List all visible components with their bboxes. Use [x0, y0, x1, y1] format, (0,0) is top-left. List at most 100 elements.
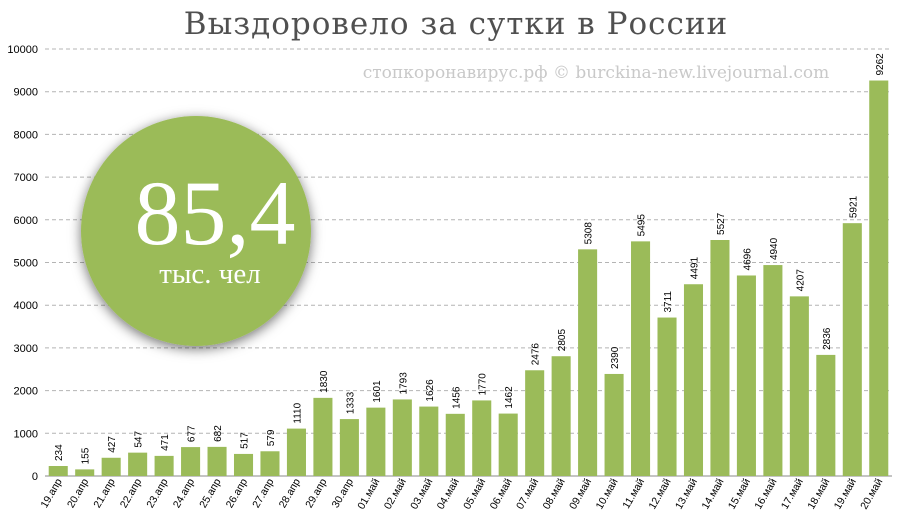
bar: [657, 317, 677, 476]
y-tick-label: 0: [32, 471, 38, 483]
x-tick-label: 09.май: [567, 476, 594, 511]
x-tick-label: 15.май: [726, 476, 753, 511]
data-label: 234: [54, 444, 65, 461]
x-tick-label: 14.май: [699, 476, 726, 511]
bar: [525, 370, 545, 476]
y-tick-label: 1000: [14, 428, 38, 440]
bar: [48, 466, 68, 476]
bar: [578, 249, 598, 476]
x-tick-label: 24.апр: [171, 476, 197, 510]
data-label: 5308: [584, 222, 595, 245]
badge-circle: [81, 116, 311, 346]
x-tick-label: 22.апр: [118, 476, 144, 510]
x-tick-label: 20.май: [858, 476, 885, 511]
x-tick-label: 04.май: [435, 476, 462, 511]
y-tick-label: 4000: [14, 300, 38, 312]
bar: [181, 447, 201, 476]
data-label: 5921: [848, 195, 859, 218]
bar: [842, 223, 862, 476]
data-label: 5527: [716, 212, 727, 235]
y-tick-label: 10000: [7, 44, 38, 56]
x-tick-label: 01.май: [355, 476, 382, 511]
bar: [128, 452, 148, 476]
bar: [101, 457, 121, 476]
y-tick-label: 7000: [14, 172, 38, 184]
bar: [789, 296, 809, 476]
bar: [763, 265, 783, 476]
data-label: 1830: [319, 370, 330, 393]
bar: [710, 239, 730, 476]
bar: [736, 275, 756, 476]
watermark: стопкоронавирус.рф © burckina-new.livejo…: [363, 63, 830, 83]
data-label: 517: [240, 432, 251, 449]
x-tick-label: 21.апр: [91, 476, 117, 510]
x-tick-label: 23.апр: [144, 476, 170, 510]
bar: [154, 455, 174, 476]
bar: [683, 284, 704, 476]
x-tick-label: 11.май: [620, 476, 647, 510]
x-tick-label: 28.апр: [277, 476, 303, 510]
badge-value: 85,4: [135, 162, 296, 264]
y-tick-label: 9000: [14, 87, 38, 99]
data-label: 155: [81, 447, 92, 464]
data-label: 1462: [504, 386, 515, 409]
total-badge: 85,4 тыс. чел: [81, 116, 311, 346]
x-tick-label: 19.апр: [38, 476, 64, 510]
x-tick-label: 13.май: [673, 476, 700, 511]
bar: [75, 469, 95, 476]
x-tick-label: 16.май: [752, 476, 779, 511]
bar: [816, 354, 836, 476]
bar: [869, 80, 889, 476]
x-tick-label: 07.май: [514, 476, 541, 511]
x-tick-label: 17.май: [779, 476, 806, 511]
data-label: 1770: [478, 373, 489, 396]
bars: [48, 80, 889, 476]
data-label: 1601: [372, 380, 383, 403]
bar: [498, 413, 518, 476]
x-tick-label: 19.май: [832, 476, 859, 511]
data-label: 547: [134, 431, 145, 448]
y-tick-label: 5000: [14, 258, 38, 270]
data-label: 1110: [292, 402, 303, 423]
data-label: 682: [213, 425, 224, 442]
data-label: 1626: [425, 379, 436, 402]
x-tick-label: 05.май: [461, 476, 488, 511]
data-label: 1456: [451, 386, 462, 409]
bar: [631, 241, 651, 476]
x-tick-label: 02.май: [382, 476, 409, 511]
x-tick-label: 29.апр: [303, 476, 329, 510]
data-label: 4207: [795, 269, 806, 292]
x-tick-label: 20.апр: [65, 476, 91, 510]
x-axis-labels: 19.апр 20.апр 21.апр 22.апр 23.апр 24.апр 25.а…: [38, 476, 885, 511]
y-axis: 0 1000 2000 3000 4000 5000 6000 7000 8000 9000 100…: [7, 44, 38, 483]
data-label: 677: [187, 425, 198, 442]
x-tick-label: 30.апр: [330, 476, 356, 510]
bar: [233, 453, 254, 476]
y-tick-label: 6000: [14, 215, 38, 227]
bar: [392, 399, 412, 476]
bar: [445, 413, 465, 476]
x-tick-label: 26.апр: [224, 476, 250, 510]
data-label: 1793: [398, 372, 409, 395]
x-tick-label: 25.апр: [197, 476, 223, 510]
bar: [604, 373, 624, 476]
data-label: 2805: [557, 329, 568, 352]
x-tick-label: 08.май: [541, 476, 568, 511]
data-label: 1333: [345, 391, 356, 414]
bar: [260, 451, 280, 476]
data-label: 471: [160, 434, 171, 451]
bar: [551, 356, 571, 476]
data-label: 4940: [769, 237, 780, 260]
chart-title: Выздоровело за сутки в России: [184, 6, 728, 42]
bar: [207, 446, 227, 476]
x-tick-label: 10.май: [594, 476, 621, 511]
data-label: 427: [107, 436, 118, 453]
data-label: 2390: [610, 346, 621, 369]
bar: [339, 419, 359, 476]
x-tick-label: 27.апр: [250, 476, 276, 510]
y-tick-label: 8000: [14, 129, 38, 141]
badge-unit: тыс. чел: [159, 258, 260, 290]
y-tick-label: 2000: [14, 386, 38, 398]
data-label: 2836: [822, 327, 833, 350]
